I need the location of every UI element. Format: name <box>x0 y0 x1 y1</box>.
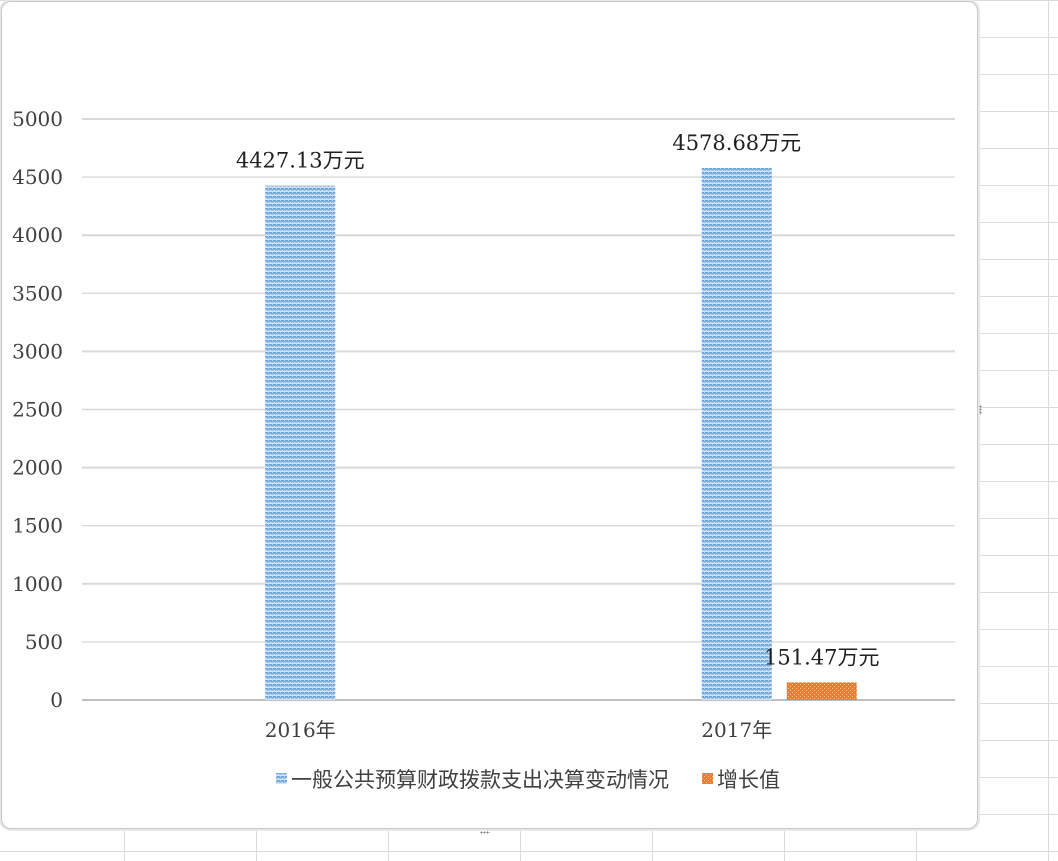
y-tick-label: 0 <box>50 688 63 712</box>
legend-label-growth: 增长值 <box>717 768 780 792</box>
y-tick-label: 3500 <box>12 281 63 305</box>
resize-handle-right[interactable] <box>979 405 982 415</box>
x-tick-label: 2017年 <box>701 718 772 742</box>
y-tick-label: 3000 <box>12 339 63 363</box>
resize-handle-bottom[interactable] <box>480 831 490 834</box>
y-tick-label: 4500 <box>12 165 63 189</box>
y-tick-label: 2000 <box>12 456 63 480</box>
bar-expenditure[interactable] <box>265 185 336 700</box>
data-label: 4427.13万元 <box>236 149 365 173</box>
legend-label-expenditure: 一般公共预算财政拨款支出决算变动情况 <box>291 768 669 792</box>
data-label: 151.47万元 <box>764 645 879 669</box>
legend-swatch-growth <box>702 773 713 784</box>
y-tick-label: 4000 <box>12 223 63 247</box>
legend-swatch-expenditure <box>276 773 287 784</box>
y-tick-label: 5000 <box>12 107 63 131</box>
bar-expenditure[interactable] <box>701 167 772 700</box>
y-tick-label: 2500 <box>12 398 63 422</box>
data-label: 4578.68万元 <box>672 131 801 155</box>
bar-growth[interactable] <box>786 682 857 700</box>
y-tick-label: 1500 <box>12 514 63 538</box>
y-tick-label: 500 <box>25 630 63 654</box>
y-tick-label: 1000 <box>12 572 63 596</box>
x-tick-label: 2016年 <box>265 718 336 742</box>
